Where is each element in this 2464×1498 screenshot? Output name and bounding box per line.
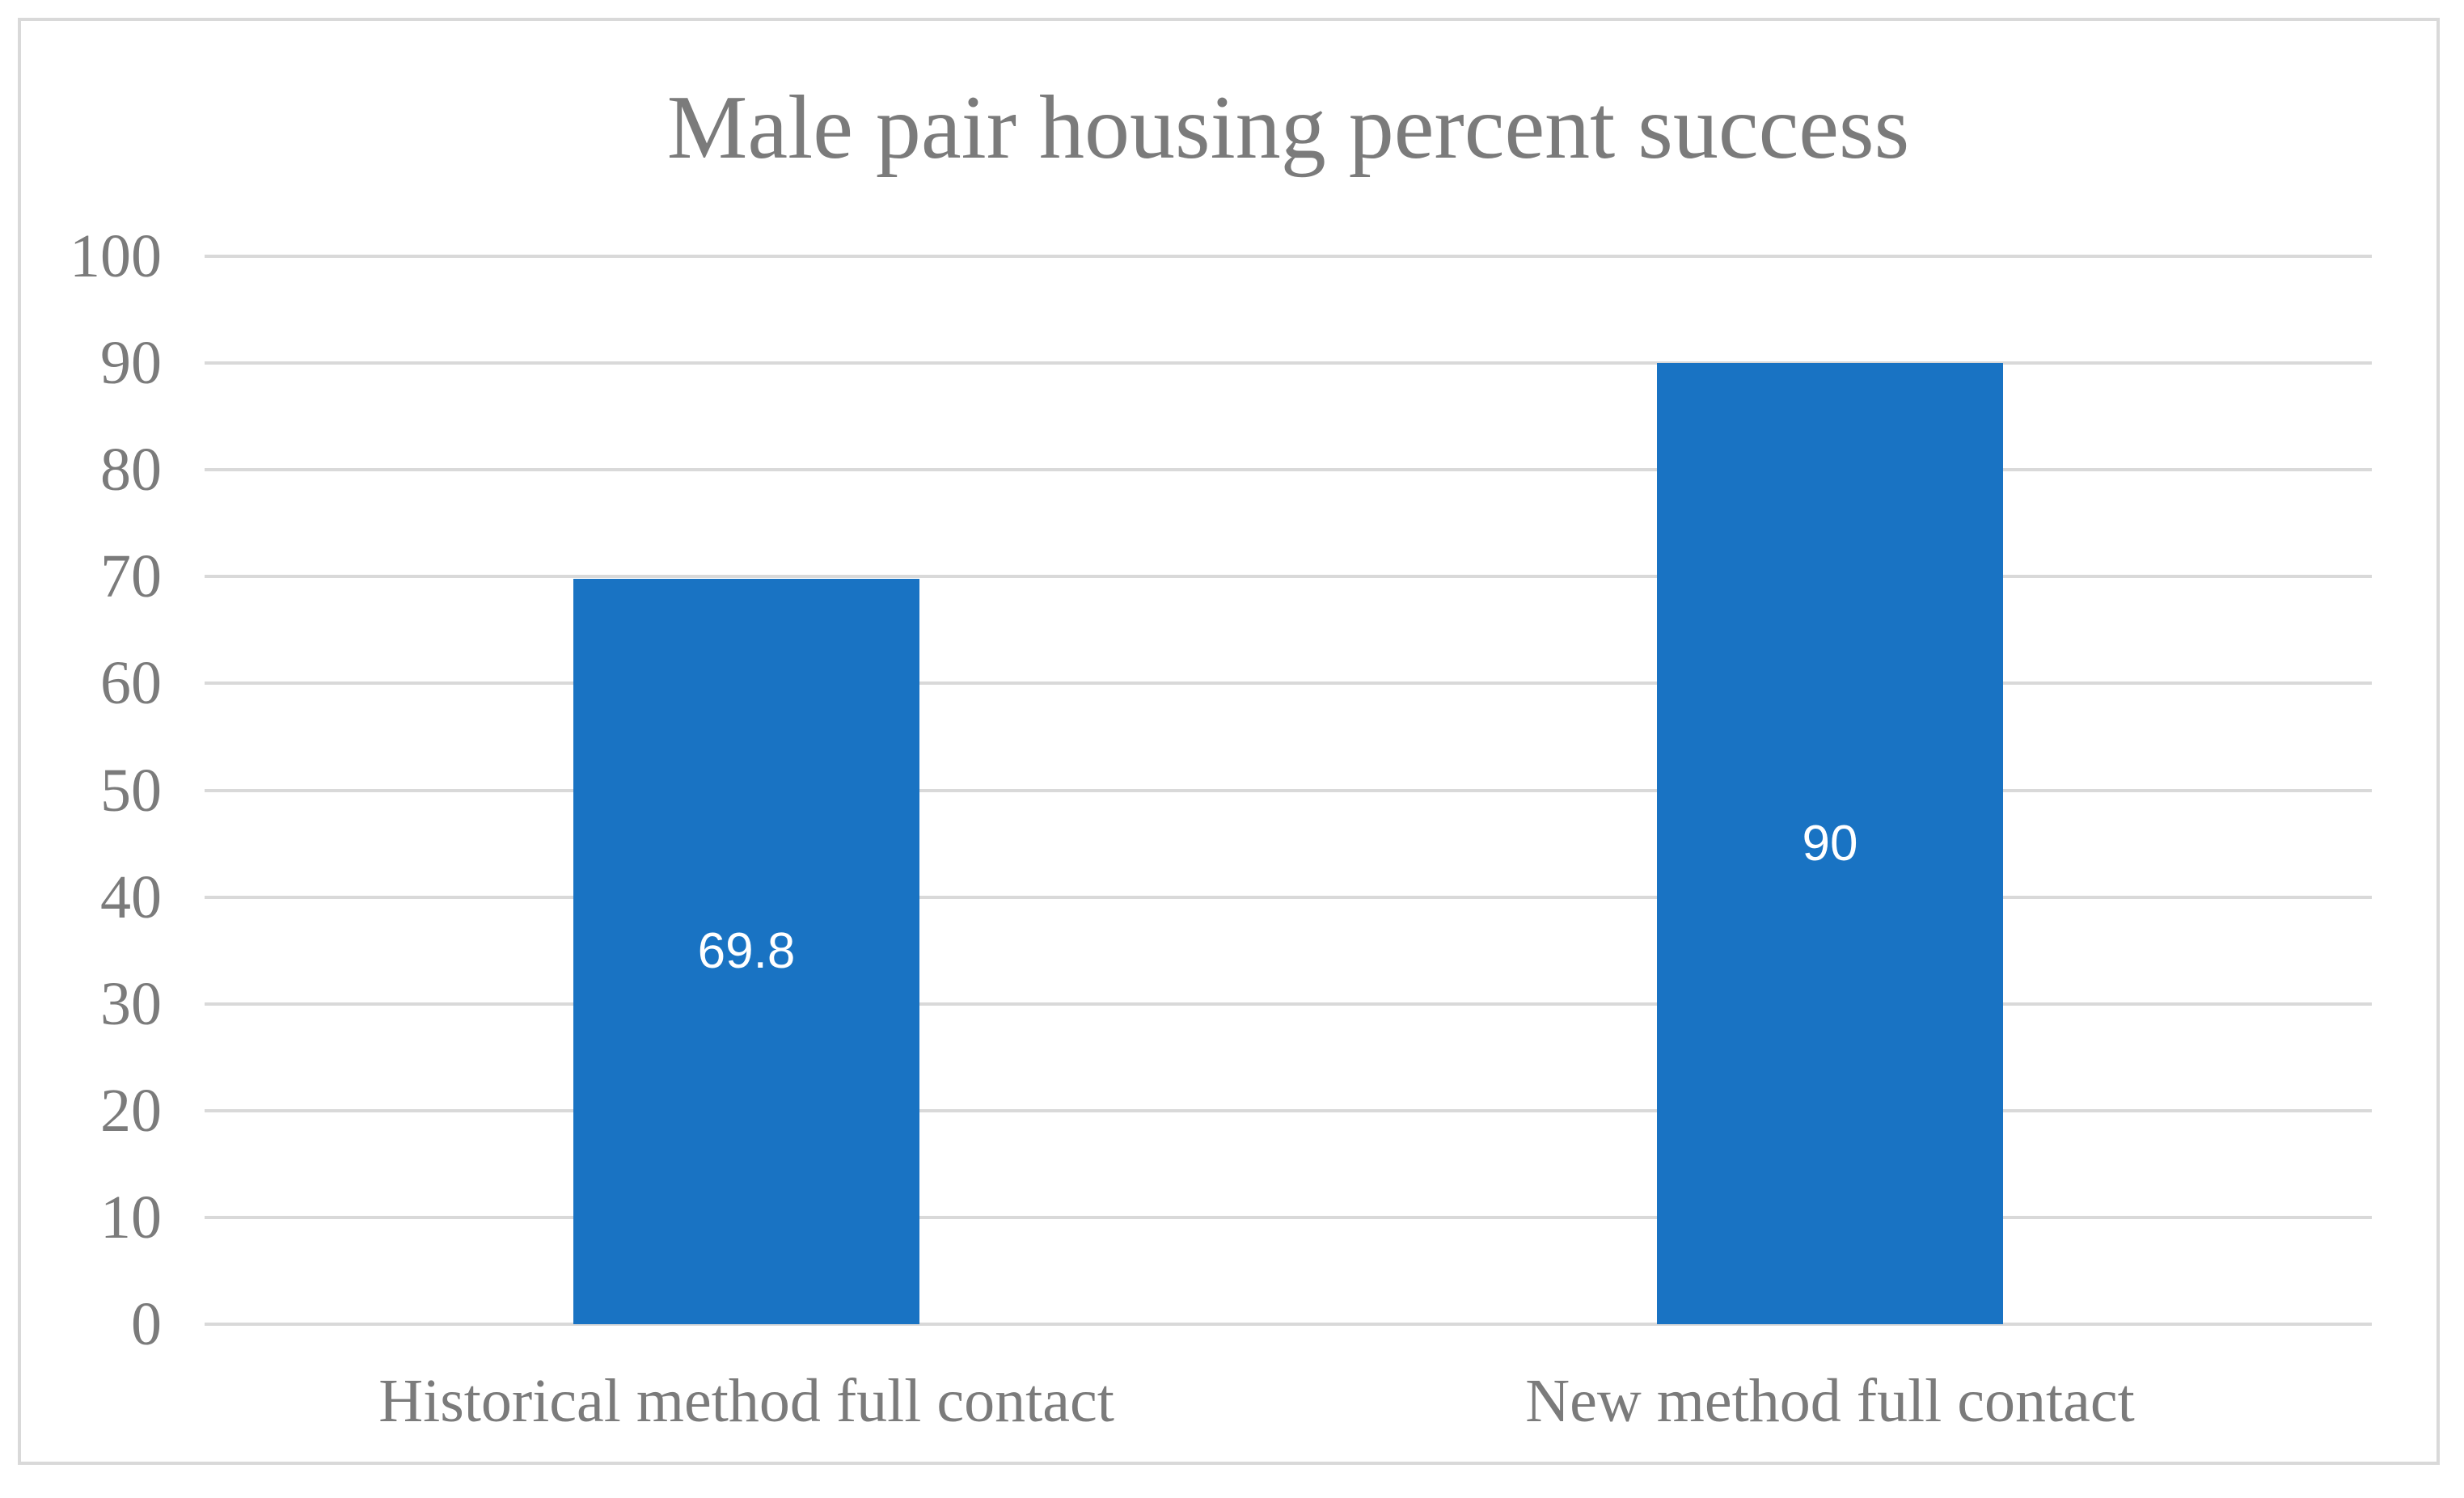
bar-data-label: 90 <box>1802 815 1858 871</box>
y-tick-label: 70 <box>100 542 162 611</box>
y-tick-label: 40 <box>100 863 162 931</box>
gridline <box>205 1108 2372 1112</box>
y-tick-label: 20 <box>100 1076 162 1145</box>
gridline <box>205 468 2372 472</box>
gridline <box>205 681 2372 686</box>
x-axis-line <box>205 1323 2372 1326</box>
gridline <box>205 1215 2372 1219</box>
y-tick-label: 50 <box>100 756 162 825</box>
chart-frame <box>18 18 2440 1465</box>
y-tick-label: 10 <box>100 1183 162 1251</box>
y-tick-label: 80 <box>100 436 162 504</box>
y-tick-label: 0 <box>131 1290 162 1358</box>
y-tick-label: 90 <box>100 329 162 398</box>
y-tick-label: 30 <box>100 969 162 1038</box>
category-label: New method full contact <box>1525 1367 2135 1435</box>
gridline <box>205 895 2372 899</box>
bar <box>1657 363 2003 1324</box>
gridline <box>205 1002 2372 1006</box>
bar-data-label: 69.8 <box>697 922 796 979</box>
y-tick-label: 100 <box>70 222 162 290</box>
y-tick-label: 60 <box>100 649 162 718</box>
chart-title: Male pair housing percent success <box>666 78 1910 178</box>
gridline <box>205 361 2372 365</box>
category-label: Historical method full contact <box>378 1367 1114 1435</box>
gridline <box>205 575 2372 579</box>
gridline <box>205 255 2372 258</box>
gridline <box>205 788 2372 792</box>
bar <box>573 578 919 1324</box>
